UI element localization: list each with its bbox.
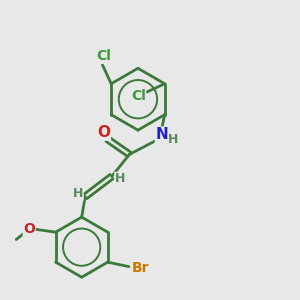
Text: H: H <box>115 172 125 185</box>
Text: Cl: Cl <box>96 50 111 63</box>
Text: O: O <box>23 222 35 236</box>
Text: H: H <box>168 133 179 146</box>
Text: H: H <box>73 187 83 200</box>
Text: O: O <box>97 125 110 140</box>
Text: Cl: Cl <box>131 89 146 103</box>
Text: N: N <box>155 127 168 142</box>
Text: Br: Br <box>131 261 149 275</box>
